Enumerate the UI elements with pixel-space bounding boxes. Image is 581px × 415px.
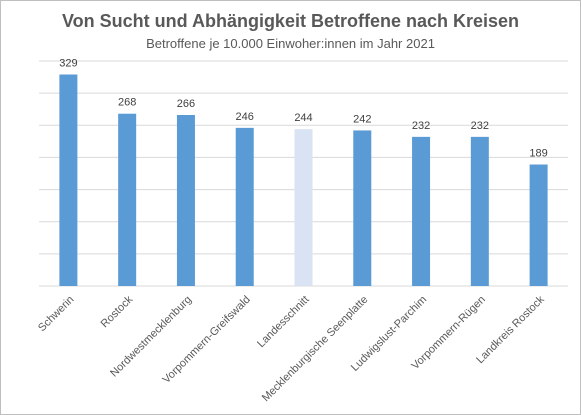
- bar-7: [412, 136, 431, 286]
- data-label-4: 246: [236, 111, 254, 123]
- category-label-2: Rostock: [99, 293, 136, 330]
- chart-subtitle: Betroffene je 10.000 Einwoher:innen im J…: [146, 36, 435, 51]
- bar-9: [529, 164, 548, 286]
- data-label-8: 232: [471, 120, 489, 132]
- bar-4: [235, 127, 254, 286]
- bar-2: [118, 113, 137, 286]
- category-label-1: Schwerin: [36, 294, 76, 334]
- bar-5: [294, 129, 313, 286]
- data-label-9: 189: [529, 148, 547, 160]
- data-label-6: 242: [353, 113, 371, 125]
- category-label-6: Mecklenburgische Seenplatte: [260, 294, 371, 405]
- category-label-5: Landesschnitt: [255, 294, 311, 350]
- bar-3: [176, 115, 195, 286]
- chart-title: Von Sucht und Abhängigkeit Betroffene na…: [61, 11, 520, 31]
- data-label-2: 268: [118, 97, 136, 109]
- data-label-3: 266: [177, 98, 195, 110]
- data-label-1: 329: [59, 58, 77, 70]
- bar-6: [353, 130, 372, 286]
- bar-8: [470, 136, 489, 286]
- bar-1: [59, 74, 78, 286]
- data-label-5: 244: [294, 112, 312, 124]
- data-label-7: 232: [412, 120, 430, 132]
